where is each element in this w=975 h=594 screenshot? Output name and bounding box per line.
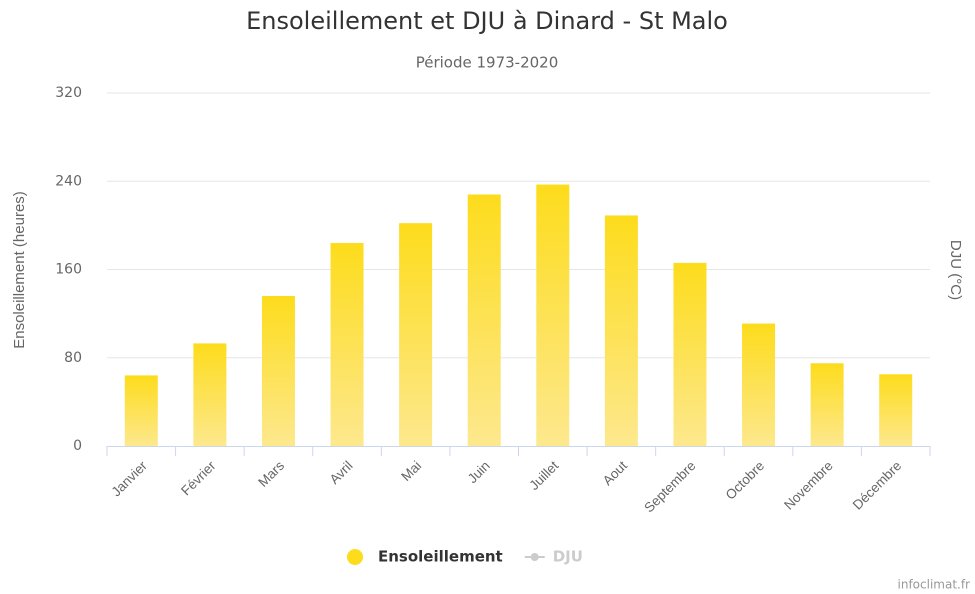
x-tick-label: Mai <box>398 458 424 484</box>
bar <box>193 343 227 446</box>
legend-symbol <box>530 553 539 561</box>
y-axis-label: Ensoleillement (heures) <box>11 191 28 349</box>
x-tick-label: Avril <box>327 458 356 487</box>
x-tick-label: Novembre <box>781 458 836 513</box>
legend-label: Ensoleillement <box>378 548 503 566</box>
x-tick-label: Octobre <box>723 458 768 503</box>
bar <box>673 262 707 446</box>
y-tick-label: 240 <box>55 173 82 189</box>
y-tick-label: 320 <box>55 85 82 101</box>
bar <box>536 184 570 446</box>
y-tick-label: 160 <box>55 262 82 278</box>
bar <box>399 223 433 446</box>
bar <box>742 323 776 446</box>
legend-label: DJU <box>553 548 583 566</box>
credits: infoclimat.fr <box>898 578 971 592</box>
y-tick-label: 80 <box>64 350 82 366</box>
x-tick-label: Septembre <box>641 458 698 515</box>
bar <box>330 243 364 446</box>
bar <box>604 215 638 446</box>
chart-subtitle: Période 1973-2020 <box>416 54 559 72</box>
bar <box>879 374 913 446</box>
x-tick-label: Janvier <box>109 458 151 500</box>
bar <box>810 363 844 446</box>
x-tick-label: Juin <box>465 458 493 486</box>
x-tick-label: Décembre <box>850 458 905 513</box>
x-tick-label: Juillet <box>526 458 561 493</box>
y-tick-label: 0 <box>73 438 82 454</box>
legend: Ensoleillement DJU <box>347 548 583 566</box>
x-tick-label: Mars <box>255 458 287 490</box>
y2-axis-label: DJU (°C) <box>947 240 964 300</box>
x-tick-label: Aout <box>600 458 630 488</box>
bar <box>124 375 158 446</box>
bar <box>467 194 501 446</box>
bar <box>261 295 295 446</box>
legend-symbol <box>347 549 363 565</box>
chart-title: Ensoleillement et DJU à Dinard - St Malo <box>246 7 728 35</box>
bars <box>124 184 913 446</box>
x-tick-label: Février <box>178 458 219 499</box>
